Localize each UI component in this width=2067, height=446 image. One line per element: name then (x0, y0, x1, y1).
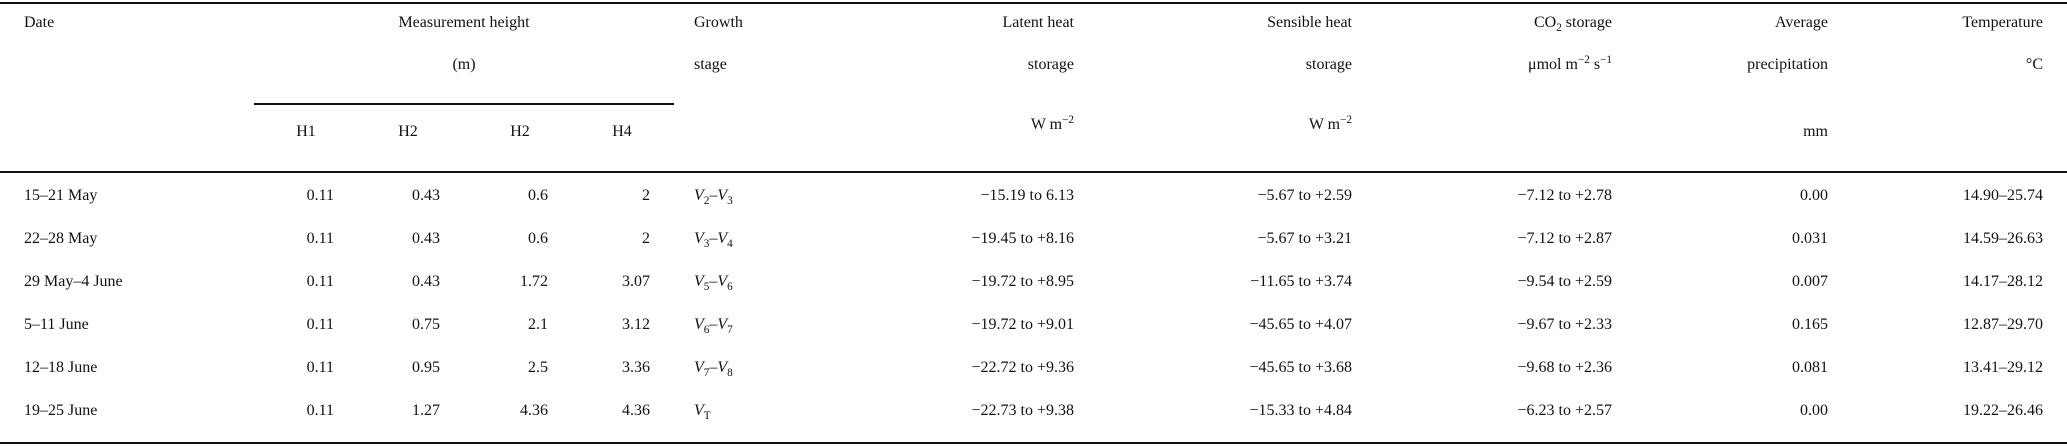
cell-h2b: 4.36 (520, 402, 548, 419)
cell-h4: 3.07 (622, 273, 650, 290)
cell-stage: V5–V6 (694, 273, 733, 293)
header-h1: H1 (296, 123, 316, 140)
cell-h4: 2 (642, 230, 650, 247)
cell-h2a: 1.27 (412, 402, 440, 419)
header-average: Average (1775, 14, 1828, 31)
header-measurement-height: Measurement height (398, 14, 530, 31)
cell-co2: −7.12 to +2.87 (1517, 230, 1613, 247)
header-co2-unit: μmol m−2 s−1 (1528, 53, 1612, 73)
cell-stage: V6–V7 (694, 316, 733, 336)
cell-latent: −15.19 to 6.13 (980, 187, 1074, 204)
header-h2a: H2 (398, 123, 418, 140)
cell-stage: VT (694, 402, 711, 422)
cell-date: 12–18 June (24, 359, 98, 376)
cell-h2a: 0.43 (412, 187, 440, 204)
cell-temp: 12.87–29.70 (1963, 316, 2043, 333)
header-sensible-storage: storage (1305, 56, 1352, 73)
cell-h2b: 2.5 (528, 359, 548, 376)
cell-h2b: 0.6 (528, 187, 548, 204)
cell-date: 22–28 May (24, 230, 98, 247)
cell-temp: 19.22–26.46 (1963, 402, 2043, 419)
cell-temp: 14.90–25.74 (1963, 187, 2043, 204)
header-precip-unit: mm (1803, 123, 1828, 140)
header-growth: Growth (694, 14, 743, 31)
cell-sensible: −15.33 to +4.84 (1249, 402, 1353, 419)
header-sensible-unit: W m−2 (1308, 113, 1352, 133)
header-h4: H4 (612, 123, 632, 140)
cell-h4: 4.36 (622, 402, 650, 419)
cell-sensible: −5.67 to +3.21 (1257, 230, 1353, 247)
cell-h1: 0.11 (306, 230, 334, 247)
cell-h1: 0.11 (306, 273, 334, 290)
cell-co2: −9.68 to +2.36 (1517, 359, 1613, 376)
header-sensible: Sensible heat (1267, 14, 1352, 31)
header-h2b: H2 (510, 123, 530, 140)
header-temperature: Temperature (1962, 14, 2043, 31)
cell-precip: 0.00 (1800, 402, 1828, 419)
cell-h1: 0.11 (306, 359, 334, 376)
cell-latent: −19.45 to +8.16 (971, 230, 1075, 247)
cell-sensible: −45.65 to +4.07 (1249, 316, 1353, 333)
cell-h2a: 0.43 (412, 273, 440, 290)
header-co2: CO2 storage (1533, 14, 1612, 34)
cell-h2a: 0.75 (412, 316, 440, 333)
cell-h4: 3.12 (622, 316, 650, 333)
cell-latent: −22.73 to +9.38 (971, 402, 1075, 419)
top-rule (0, 2, 2067, 4)
cell-stage: V3–V4 (694, 230, 733, 250)
cell-stage: V7–V8 (694, 359, 733, 379)
cell-stage: V2–V3 (694, 187, 733, 207)
cell-h2b: 1.72 (520, 273, 548, 290)
cell-latent: −19.72 to +9.01 (971, 316, 1075, 333)
header-precipitation: precipitation (1747, 56, 1828, 73)
cell-latent: −22.72 to +9.36 (971, 359, 1075, 376)
cell-date: 19–25 June (24, 402, 98, 419)
cell-date: 5–11 June (24, 316, 89, 333)
cell-h2a: 0.43 (412, 230, 440, 247)
cell-co2: −9.54 to +2.59 (1517, 273, 1613, 290)
cell-h2b: 0.6 (528, 230, 548, 247)
cell-sensible: −45.65 to +3.68 (1249, 359, 1353, 376)
cell-h1: 0.11 (306, 316, 334, 333)
header-latent-storage: storage (1027, 56, 1074, 73)
cell-h1: 0.11 (306, 402, 334, 419)
cell-date: 29 May–4 June (24, 273, 123, 290)
header-date: Date (24, 14, 55, 31)
header-stage: stage (694, 56, 727, 73)
cell-h4: 3.36 (622, 359, 650, 376)
header-temp-unit: °C (2025, 56, 2043, 73)
cell-temp: 14.17–28.12 (1963, 273, 2043, 290)
cell-co2: −9.67 to +2.33 (1517, 316, 1613, 333)
cell-h4: 2 (642, 187, 650, 204)
cell-precip: 0.081 (1792, 359, 1828, 376)
header-latent-unit: W m−2 (1030, 113, 1074, 133)
cell-sensible: −11.65 to +3.74 (1250, 273, 1352, 290)
cell-h2b: 2.1 (528, 316, 548, 333)
cell-co2: −7.12 to +2.78 (1517, 187, 1613, 204)
cell-date: 15–21 May (24, 187, 98, 204)
cell-temp: 14.59–26.63 (1963, 230, 2043, 247)
cell-precip: 0.031 (1792, 230, 1828, 247)
cell-h2a: 0.95 (412, 359, 440, 376)
cell-sensible: −5.67 to +2.59 (1257, 187, 1353, 204)
cell-temp: 13.41–29.12 (1963, 359, 2043, 376)
cell-h1: 0.11 (306, 187, 334, 204)
bottom-rule (0, 442, 2067, 444)
cell-precip: 0.007 (1792, 273, 1828, 290)
cell-precip: 0.00 (1800, 187, 1828, 204)
cell-precip: 0.165 (1792, 316, 1828, 333)
header-latent: Latent heat (1002, 14, 1074, 31)
header-measurement-height-unit: (m) (452, 56, 476, 73)
header-rule (0, 171, 2067, 173)
measurement-height-rule (254, 103, 674, 105)
cell-latent: −19.72 to +8.95 (971, 273, 1075, 290)
cell-co2: −6.23 to +2.57 (1517, 402, 1613, 419)
